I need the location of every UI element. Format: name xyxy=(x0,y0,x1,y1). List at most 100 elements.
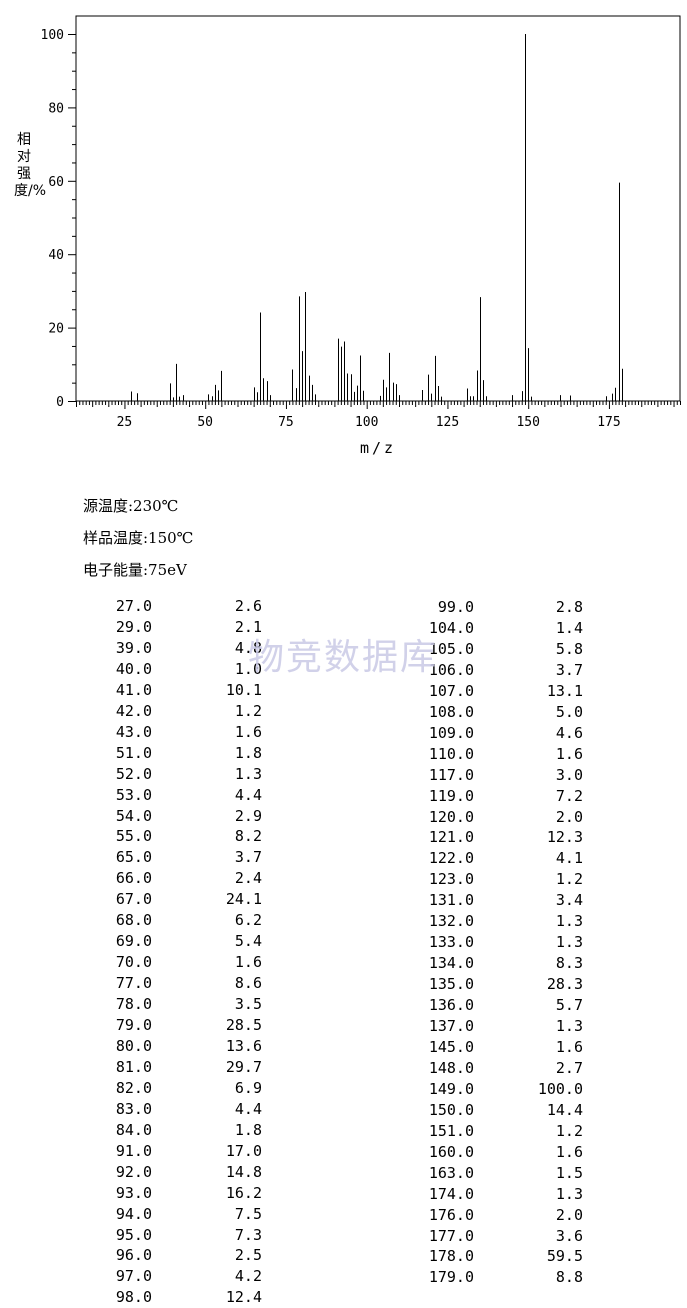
intensity-value: 6.9 xyxy=(234,1078,262,1097)
mz-value: 54.0 xyxy=(115,806,152,825)
mz-value: 109.0 xyxy=(428,723,474,742)
mz-value: 27.0 xyxy=(115,597,152,615)
intensity-value: 5.0 xyxy=(555,702,583,721)
y-tick-label: 40 xyxy=(48,248,64,263)
y-tick-label: 80 xyxy=(48,101,64,116)
y-tick-label: 100 xyxy=(41,28,64,43)
mz-value: 69.0 xyxy=(115,932,152,951)
mz-value: 177.0 xyxy=(428,1226,474,1245)
intensity-value: 4.8 xyxy=(234,638,262,657)
intensity-value: 2.9 xyxy=(234,806,262,825)
intensity-value: 2.4 xyxy=(234,869,262,888)
intensity-value: 1.8 xyxy=(234,1120,262,1139)
intensity-value: 7.2 xyxy=(555,786,583,805)
mz-value: 163.0 xyxy=(428,1163,474,1182)
mz-value: 52.0 xyxy=(115,764,152,783)
intensity-value: 5.7 xyxy=(555,996,583,1015)
intensity-value: 1.2 xyxy=(555,1121,583,1140)
intensity-value: 2.8 xyxy=(555,598,583,616)
intensity-value: 4.2 xyxy=(234,1267,262,1286)
x-axis-label: m/z xyxy=(360,439,396,457)
intensity-value: 6.2 xyxy=(234,911,262,930)
x-tick-label: 100 xyxy=(355,415,378,430)
mz-value: 66.0 xyxy=(115,869,152,888)
mz-value: 94.0 xyxy=(115,1204,152,1223)
mz-value: 178.0 xyxy=(428,1247,474,1266)
mz-value: 149.0 xyxy=(428,1079,474,1098)
intensity-value: 1.6 xyxy=(555,1142,583,1161)
mz-value: 55.0 xyxy=(115,827,152,846)
intensity-value: 3.4 xyxy=(555,891,583,910)
intensity-value: 3.7 xyxy=(234,848,262,867)
intensity-value: 13.1 xyxy=(546,681,583,700)
intensity-value: 1.3 xyxy=(555,1017,583,1035)
intensity-value: 2.0 xyxy=(555,1205,583,1224)
mz-value: 106.0 xyxy=(428,660,474,679)
mz-value: 39.0 xyxy=(115,638,152,657)
intensity-value: 8.3 xyxy=(555,954,583,973)
mz-value: 176.0 xyxy=(428,1205,474,1224)
mz-value: 135.0 xyxy=(428,975,474,994)
intensity-value: 4.4 xyxy=(234,1099,262,1118)
mz-value: 133.0 xyxy=(428,933,474,952)
intensity-value: 3.6 xyxy=(555,1226,583,1245)
mz-value: 98.0 xyxy=(115,1288,152,1307)
mz-value: 105.0 xyxy=(428,639,474,658)
intensity-value: 3.7 xyxy=(555,660,583,679)
intensity-value: 4.1 xyxy=(555,849,583,868)
mz-value: 43.0 xyxy=(115,722,152,741)
intensity-value: 1.2 xyxy=(555,870,583,889)
intensity-value: 24.1 xyxy=(225,890,262,909)
intensity-value: 8.6 xyxy=(234,974,262,993)
x-tick-label: 75 xyxy=(278,415,294,430)
mz-value: 99.0 xyxy=(437,598,474,616)
mz-value: 148.0 xyxy=(428,1058,474,1077)
mz-value: 41.0 xyxy=(115,680,152,699)
x-tick-label: 175 xyxy=(597,415,620,430)
mz-value: 77.0 xyxy=(115,974,152,993)
mz-value: 174.0 xyxy=(428,1184,474,1203)
mz-value: 97.0 xyxy=(115,1267,152,1286)
mz-value: 79.0 xyxy=(115,1016,152,1034)
y-tick-label: 60 xyxy=(48,175,64,190)
mz-value: 70.0 xyxy=(115,953,152,972)
intensity-value: 8.8 xyxy=(555,1268,583,1287)
intensity-value: 1.8 xyxy=(234,743,262,762)
intensity-value: 12.3 xyxy=(546,828,583,847)
intensity-value: 1.3 xyxy=(555,933,583,952)
intensity-value: 28.3 xyxy=(546,975,583,994)
intensity-value: 1.6 xyxy=(234,953,262,972)
intensity-value: 1.6 xyxy=(555,1037,583,1056)
intensity-value: 4.6 xyxy=(555,723,583,742)
intensity-value: 100.0 xyxy=(537,1079,583,1098)
plot-frame xyxy=(75,15,681,402)
intensity-value: 1.0 xyxy=(234,659,262,678)
intensity-value: 29.7 xyxy=(225,1057,262,1076)
mz-value: 117.0 xyxy=(428,765,474,784)
intensity-value: 2.5 xyxy=(234,1246,262,1265)
mz-value: 65.0 xyxy=(115,848,152,867)
mz-value: 134.0 xyxy=(428,954,474,973)
mz-value: 160.0 xyxy=(428,1142,474,1161)
y-axis-label: 相对强度/% xyxy=(14,132,47,199)
intensity-value: 1.5 xyxy=(555,1163,583,1182)
mz-value: 40.0 xyxy=(115,659,152,678)
intensity-value: 14.4 xyxy=(546,1100,583,1119)
mz-value: 121.0 xyxy=(428,828,474,847)
mz-value: 51.0 xyxy=(115,743,152,762)
mass-spectrum-chart: 25 50 75 100 125 150 175 0 20 40 60 80 100 m/z xyxy=(41,15,681,457)
mz-value: 132.0 xyxy=(428,912,474,931)
intensity-value: 13.6 xyxy=(225,1036,262,1055)
intensity-value: 3.0 xyxy=(555,765,583,784)
intensity-value: 2.7 xyxy=(555,1058,583,1077)
intensity-value: 16.2 xyxy=(225,1183,262,1202)
mz-value: 92.0 xyxy=(115,1162,152,1181)
intensity-value: 7.3 xyxy=(234,1225,262,1244)
intensity-value: 1.4 xyxy=(555,618,583,637)
mz-value: 68.0 xyxy=(115,911,152,930)
intensity-value: 3.5 xyxy=(234,995,262,1014)
mz-value: 95.0 xyxy=(115,1225,152,1244)
intensity-value: 1.3 xyxy=(555,1184,583,1203)
electron-energy: 电子能量:75eV xyxy=(83,561,187,579)
mz-value: 107.0 xyxy=(428,681,474,700)
